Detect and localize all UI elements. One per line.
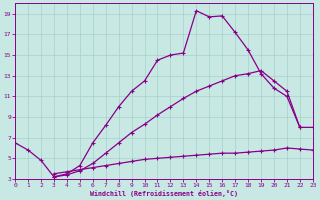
X-axis label: Windchill (Refroidissement éolien,°C): Windchill (Refroidissement éolien,°C) bbox=[90, 190, 238, 197]
